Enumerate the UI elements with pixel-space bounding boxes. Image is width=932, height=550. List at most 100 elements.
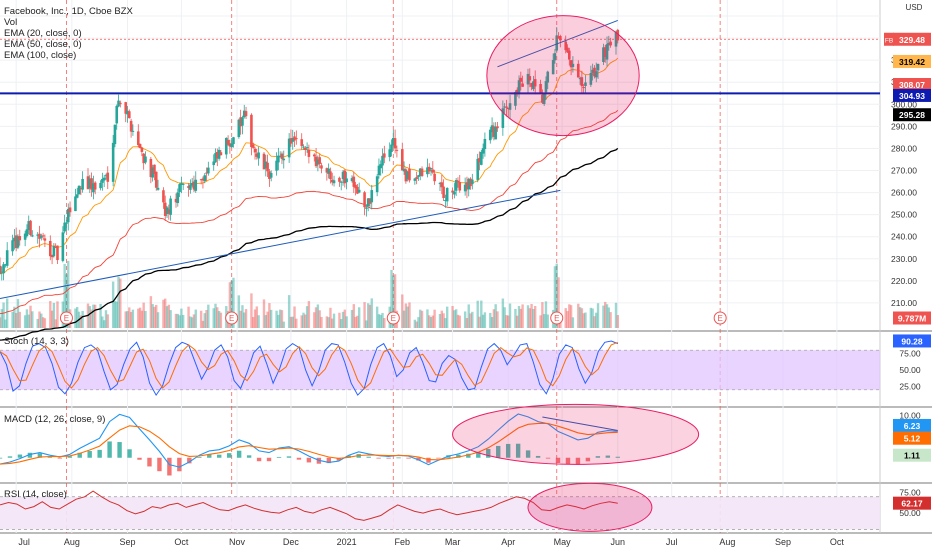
candle-body <box>27 221 31 231</box>
ema20-tag-bg <box>893 54 931 68</box>
volume-bar <box>390 269 393 328</box>
macd-histogram-bar <box>605 455 611 458</box>
candle-body <box>533 79 537 87</box>
macd-legend[interactable]: MACD (12, 26, close, 9) <box>4 414 106 425</box>
symbol-tag: FB <box>885 37 893 44</box>
candle-body <box>413 178 417 181</box>
macd-histogram-bar <box>137 457 142 460</box>
volume-bar <box>99 303 102 328</box>
volume-bar <box>481 314 485 328</box>
legend-ema50[interactable]: EMA (50, close, 0) <box>4 39 82 50</box>
volume-bar <box>453 310 456 328</box>
macd-histogram-bar <box>17 454 23 458</box>
volume-bar <box>393 274 397 328</box>
candle-body <box>16 236 20 248</box>
time-tick-label: Jul <box>18 537 30 547</box>
legend-ema100[interactable]: EMA (100, close) <box>4 50 77 61</box>
volume-bar <box>564 308 567 328</box>
volume-bar <box>366 303 370 328</box>
volume-bar <box>264 315 267 328</box>
candle-body <box>36 234 40 236</box>
candle-body <box>480 151 483 165</box>
rsi-value-tag-bg <box>893 496 931 510</box>
macd-histogram-bar <box>226 453 232 458</box>
volume-bar <box>0 317 2 328</box>
volume-bar <box>503 307 506 328</box>
earnings-marker-label: E <box>717 314 722 323</box>
candle-body <box>268 171 271 179</box>
volume-bar <box>480 300 483 328</box>
volume-bar <box>25 309 29 328</box>
candle-body <box>454 180 458 191</box>
macd-histogram-bar <box>167 457 172 476</box>
ema100-line <box>0 147 619 341</box>
candle-body <box>458 182 462 191</box>
candle-body <box>253 148 257 153</box>
volume-bar <box>508 303 512 328</box>
candle-body <box>102 177 106 181</box>
candle-body <box>65 222 68 224</box>
macd-histogram-bar <box>456 454 461 458</box>
volume-bar <box>115 301 118 328</box>
legend-volume[interactable]: Vol <box>4 17 18 28</box>
price-tick-label: 300.00 <box>891 99 917 109</box>
volume-bar <box>18 311 21 328</box>
macd-histogram-bar <box>147 457 152 467</box>
volume-bar <box>192 314 196 328</box>
candle-body <box>582 87 585 89</box>
candle-body <box>451 190 454 193</box>
time-tick-label: Aug <box>719 537 735 547</box>
volume-bar <box>426 309 429 328</box>
volume-bar <box>205 309 208 328</box>
earnings-marker-circle <box>713 311 727 325</box>
legend-ema20[interactable]: EMA (20, close, 0) <box>4 28 82 39</box>
candle-body <box>594 71 598 78</box>
macd-histogram-bar <box>127 449 132 458</box>
stoch-legend[interactable]: Stoch (14, 3, 3) <box>4 336 69 347</box>
candle-body <box>293 136 296 141</box>
candle-body <box>490 125 494 133</box>
time-tick-label: Aug <box>64 537 80 547</box>
volume-bar <box>252 317 255 328</box>
macd-histogram-bar <box>77 452 82 458</box>
candle-body <box>526 73 530 85</box>
volume-bar <box>56 301 59 328</box>
volume-bar <box>302 312 305 328</box>
rsi-legend[interactable]: RSI (14, close) <box>4 489 67 500</box>
chart-title[interactable]: Facebook, Inc., 1D, Cboe BZX <box>4 6 133 17</box>
candle-body <box>442 186 445 199</box>
candle-body <box>124 102 128 114</box>
price-tick-label: 220.00 <box>891 276 917 286</box>
volume-bar <box>327 317 330 328</box>
candle-body <box>302 146 305 148</box>
candle-body <box>400 149 404 171</box>
candle-body <box>169 198 172 215</box>
ema50-tag: 308.07 <box>899 80 925 90</box>
candle-body <box>278 155 282 157</box>
macd-histogram-bar <box>107 441 112 458</box>
volume-bar <box>589 307 593 328</box>
volume-bar <box>429 317 433 328</box>
volume-bar <box>580 308 584 328</box>
price-tick-label: 250.00 <box>891 210 917 220</box>
volume-bar <box>526 305 530 328</box>
volume-bar <box>609 312 612 328</box>
candle-body <box>115 105 119 124</box>
volume-bar <box>406 306 409 328</box>
candle-body <box>128 111 131 119</box>
volume-bar <box>368 304 372 328</box>
volume-bar <box>616 315 619 328</box>
volume-bar <box>408 302 411 328</box>
volume-bar <box>11 311 14 328</box>
volume-bar <box>557 277 560 328</box>
volume-bar <box>607 307 611 328</box>
candle-body <box>492 126 496 137</box>
price-layer <box>0 27 620 341</box>
volume-bar <box>101 316 104 328</box>
volume-bar <box>325 316 329 328</box>
candle-body <box>571 63 575 67</box>
macd-tick-label: 10.00 <box>899 410 921 420</box>
volume-bar <box>392 275 395 328</box>
volume-bar <box>507 315 510 328</box>
candle-body <box>314 156 318 167</box>
